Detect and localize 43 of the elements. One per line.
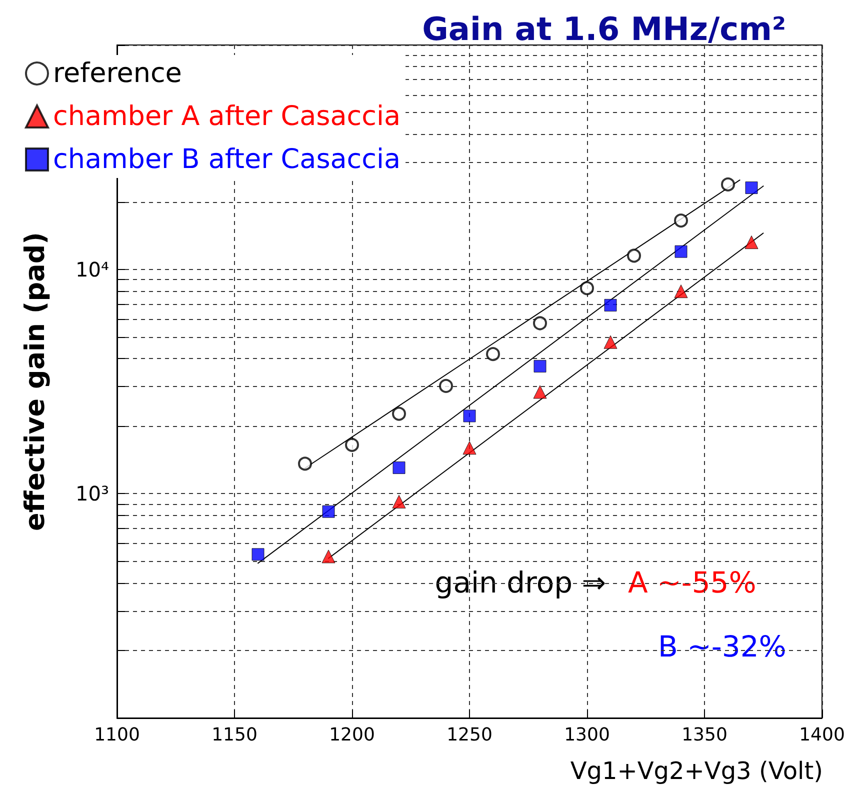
annotation: A ∼-55%: [628, 566, 756, 600]
x-tick-label: 1400: [799, 724, 845, 746]
legend-label: reference: [53, 58, 182, 89]
point: [534, 360, 546, 372]
point: [252, 548, 264, 561]
point: [392, 461, 406, 474]
point: [604, 298, 617, 312]
y-tick-label: 10⁴: [76, 257, 109, 282]
legend-label: chamber A after Casaccia: [53, 101, 400, 132]
point: [533, 385, 547, 399]
point: [462, 441, 476, 455]
x-tick-label: 1200: [329, 724, 375, 746]
point: [674, 284, 688, 298]
x-tick-label: 1150: [212, 724, 258, 746]
point: [674, 214, 688, 228]
point: [533, 316, 547, 330]
x-tick-label: 1350: [682, 724, 728, 746]
point: [345, 438, 359, 452]
y-axis-title: effective gain (pad): [20, 232, 51, 531]
point: [392, 494, 406, 508]
point: [463, 410, 476, 422]
x-tick-label: 1300: [564, 724, 610, 746]
annotation: B ∼-32%: [658, 630, 786, 664]
point: [604, 335, 618, 349]
point: [744, 236, 758, 250]
point: [439, 378, 453, 393]
x-tick-label: 1100: [94, 724, 140, 746]
x-axis-title: Vg1+Vg2+Vg3 (Volt): [570, 757, 823, 785]
x-tick-label: 1250: [446, 724, 492, 746]
point: [322, 505, 335, 518]
point: [721, 177, 735, 192]
y-tick-label: 10³: [76, 482, 109, 506]
chart-title: Gain at 1.6 MHz/cm²: [422, 10, 786, 48]
point: [322, 550, 336, 564]
point: [486, 347, 500, 362]
point: [745, 182, 758, 194]
point: [627, 248, 641, 263]
annotation: gain drop ⇒: [434, 566, 606, 600]
legend-label: chamber B after Casaccia: [53, 144, 401, 175]
point: [298, 456, 312, 471]
point: [580, 281, 594, 296]
point: [674, 245, 688, 258]
point: [392, 406, 406, 421]
